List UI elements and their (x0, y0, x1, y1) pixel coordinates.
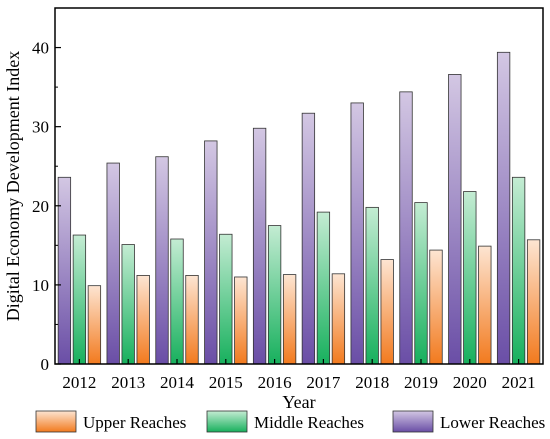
bar-middle-reaches-2019 (414, 202, 428, 365)
plot-frame (54, 7, 544, 365)
bar-lower-reaches-2021 (496, 51, 511, 365)
bar-lower-reaches-2016 (252, 127, 267, 365)
bar-middle-reaches-2013 (121, 244, 135, 365)
x-tick-label: 2018 (355, 373, 389, 392)
bar-lower-reaches-2019 (399, 91, 413, 365)
y-tick-label: 20 (32, 197, 49, 216)
bar-upper-reaches-2015 (234, 276, 248, 365)
bar-upper-reaches-2021 (526, 239, 541, 365)
bar-middle-reaches-2012 (72, 234, 87, 365)
x-tick-label: 2016 (258, 373, 292, 392)
bar-upper-reaches-2014 (185, 274, 199, 365)
legend-swatch-middle-reaches (206, 410, 248, 433)
bar-upper-reaches-2013 (136, 274, 150, 365)
bar-middle-reaches-2021 (511, 176, 526, 365)
bar-lower-reaches-2020 (448, 74, 462, 365)
legend-label-middle-reaches: Middle Reaches (254, 413, 364, 432)
bar-upper-reaches-2017 (331, 273, 346, 365)
legend-swatch-upper-reaches (35, 410, 77, 433)
legend-swatch-lower-reaches (392, 410, 434, 433)
legend-label-upper-reaches: Upper Reaches (83, 413, 186, 432)
bars-group (57, 51, 541, 365)
x-tick-label: 2019 (404, 373, 438, 392)
bar-lower-reaches-2018 (350, 102, 364, 365)
legend: Upper Reaches Middle Reaches Lower Reaches (35, 410, 545, 433)
bar-upper-reaches-2016 (282, 274, 297, 365)
bar-upper-reaches-2020 (478, 245, 492, 365)
legend-label-lower-reaches: Lower Reaches (440, 413, 545, 432)
x-tick-label: 2014 (160, 373, 195, 392)
bar-middle-reaches-2020 (463, 191, 477, 365)
x-axis-title: Year (282, 392, 315, 412)
bar-upper-reaches-2019 (429, 249, 443, 365)
bar-middle-reaches-2018 (365, 206, 379, 365)
bar-lower-reaches-2015 (204, 140, 218, 365)
x-tick-label: 2021 (502, 373, 536, 392)
bar-middle-reaches-2015 (219, 233, 233, 365)
x-tick-label: 2013 (111, 373, 145, 392)
bar-lower-reaches-2014 (155, 156, 169, 365)
bar-middle-reaches-2017 (316, 211, 331, 365)
y-tick-label: 10 (32, 276, 49, 295)
bar-upper-reaches-2012 (87, 285, 102, 365)
x-axis: 2012 2013 2014 2015 2016 2017 2018 2019 2020 2021 (62, 359, 536, 392)
bar-upper-reaches-2018 (380, 259, 394, 365)
y-axis: 0 10 20 30 40 (32, 39, 61, 374)
x-tick-label: 2015 (209, 373, 243, 392)
y-axis-title: Digital Economy Development Index (3, 51, 23, 321)
bar-middle-reaches-2016 (267, 225, 282, 365)
x-tick-label: 2017 (306, 373, 341, 392)
y-tick-label: 0 (41, 355, 50, 374)
bar-lower-reaches-2013 (106, 162, 120, 365)
y-tick-label: 40 (32, 39, 49, 58)
x-tick-label: 2012 (62, 373, 96, 392)
bar-middle-reaches-2014 (170, 238, 184, 365)
bar-lower-reaches-2017 (301, 112, 316, 365)
x-tick-label: 2020 (453, 373, 487, 392)
y-tick-label: 30 (32, 118, 49, 137)
